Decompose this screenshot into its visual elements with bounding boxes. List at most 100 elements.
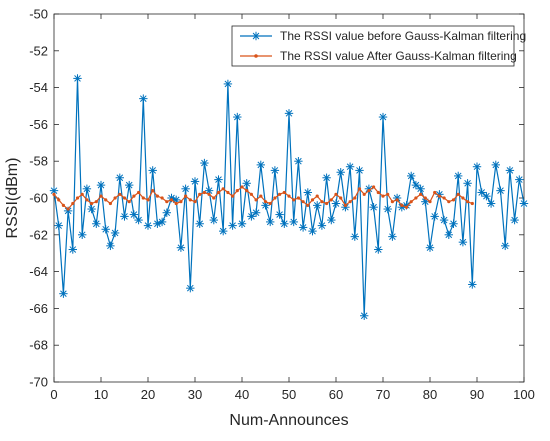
data-point-after xyxy=(71,202,74,205)
data-point-before xyxy=(69,245,77,253)
legend: The RSSI value before Gauss-Kalman filte… xyxy=(232,26,526,66)
data-point-before xyxy=(332,199,340,207)
data-point-before xyxy=(487,199,495,207)
data-point-before xyxy=(355,166,363,174)
data-point-after xyxy=(109,202,112,205)
data-point-before xyxy=(454,172,462,180)
data-point-after xyxy=(245,189,248,192)
data-point-before xyxy=(346,163,354,171)
data-point-before xyxy=(116,174,124,182)
data-point-before xyxy=(510,216,518,224)
data-point-before xyxy=(73,74,81,82)
data-point-before xyxy=(134,216,142,224)
data-point-after xyxy=(414,196,417,199)
data-point-before xyxy=(369,203,377,211)
data-point-after xyxy=(466,200,469,203)
y-tick-label: -68 xyxy=(29,338,48,353)
data-point-before xyxy=(120,212,128,220)
data-point-after xyxy=(283,191,286,194)
data-point-after xyxy=(128,200,131,203)
x-tick-label: 20 xyxy=(141,387,155,402)
data-point-after xyxy=(292,198,295,201)
data-point-before xyxy=(351,232,359,240)
data-point-after xyxy=(457,193,460,196)
data-point-before xyxy=(139,94,147,102)
data-point-after xyxy=(273,196,276,199)
data-point-before xyxy=(78,231,86,239)
data-point-after xyxy=(297,196,300,199)
y-tick-label: -52 xyxy=(29,43,48,58)
data-point-before xyxy=(158,218,166,226)
data-point-before xyxy=(520,199,528,207)
data-point-before xyxy=(224,80,232,88)
data-point-after xyxy=(316,195,319,198)
data-point-after xyxy=(179,200,182,203)
data-point-after xyxy=(151,189,154,192)
data-point-after xyxy=(123,196,126,199)
data-point-before xyxy=(304,188,312,196)
data-point-before xyxy=(412,181,420,189)
data-point-after xyxy=(419,193,422,196)
data-point-before xyxy=(196,220,204,228)
data-point-after xyxy=(264,200,267,203)
data-point-after xyxy=(76,196,79,199)
y-tick-label: -70 xyxy=(29,375,48,390)
x-tick-label: 10 xyxy=(94,387,108,402)
data-point-before xyxy=(219,227,227,235)
data-point-after xyxy=(99,195,102,198)
data-point-after xyxy=(428,200,431,203)
data-point-before xyxy=(416,185,424,193)
data-point-before xyxy=(144,221,152,229)
data-point-before xyxy=(275,210,283,218)
data-point-before xyxy=(257,161,265,169)
data-point-before xyxy=(322,174,330,182)
data-point-before xyxy=(83,185,91,193)
data-point-before xyxy=(177,243,185,251)
x-tick-label: 100 xyxy=(513,387,535,402)
data-point-after xyxy=(161,196,164,199)
data-point-after xyxy=(255,198,258,201)
data-point-after xyxy=(410,200,413,203)
data-point-before xyxy=(200,159,208,167)
data-point-after xyxy=(85,198,88,201)
y-tick-label: -54 xyxy=(29,80,48,95)
data-point-before xyxy=(247,212,255,220)
x-tick-label: 70 xyxy=(376,387,390,402)
y-tick-label: -60 xyxy=(29,191,48,206)
data-point-after xyxy=(62,204,65,207)
data-point-before xyxy=(271,166,279,174)
data-point-before xyxy=(210,216,218,224)
legend-label-after: The RSSI value After Gauss-Kalman filter… xyxy=(280,49,517,63)
data-point-after xyxy=(391,200,394,203)
x-tick-label: 80 xyxy=(423,387,437,402)
data-point-after xyxy=(396,198,399,201)
data-point-after xyxy=(175,202,178,205)
data-point-after xyxy=(443,196,446,199)
data-point-before xyxy=(238,220,246,228)
data-point-after xyxy=(405,206,408,209)
data-point-before xyxy=(280,220,288,228)
data-point-before xyxy=(55,221,63,229)
data-point-after xyxy=(198,193,201,196)
data-point-before xyxy=(482,192,490,200)
data-point-after xyxy=(90,202,93,205)
y-tick-label: -62 xyxy=(29,227,48,242)
data-point-after xyxy=(372,185,375,188)
data-point-before xyxy=(492,161,500,169)
data-point-before xyxy=(440,216,448,224)
data-point-before xyxy=(506,166,514,174)
data-point-before xyxy=(496,186,504,194)
x-tick-label: 90 xyxy=(470,387,484,402)
data-point-after xyxy=(189,198,192,201)
x-tick-label: 30 xyxy=(188,387,202,402)
data-point-after xyxy=(452,198,455,201)
data-point-before xyxy=(463,179,471,187)
data-point-after xyxy=(226,191,229,194)
data-point-before xyxy=(87,205,95,213)
data-point-before xyxy=(445,231,453,239)
data-point-before xyxy=(379,113,387,121)
data-point-before xyxy=(243,179,251,187)
data-point-after xyxy=(142,196,145,199)
data-point-after xyxy=(367,189,370,192)
